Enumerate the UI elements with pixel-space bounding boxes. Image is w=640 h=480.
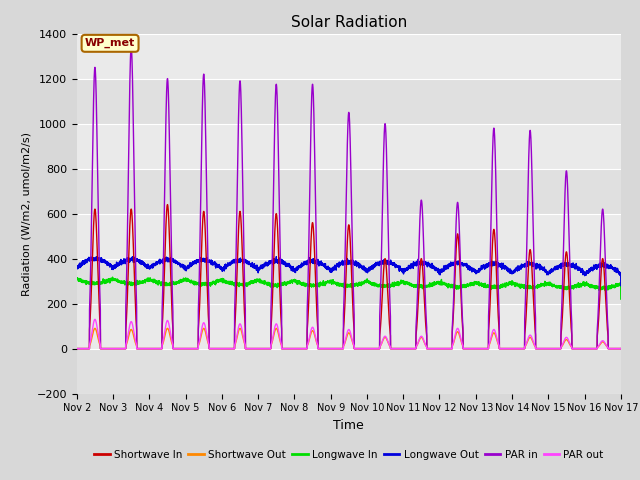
PAR in (441, 346, 449, 351)
Bar (77, 168, 621, 214)
Bar (77, 34, 621, 79)
Shortwave Out (91, 325, 99, 331)
Shortwave In (616, 346, 624, 351)
Longwave In (73, 276, 81, 281)
X-axis label: Time: Time (333, 419, 364, 432)
Y-axis label: Radiation (W/m2, umol/m2/s): Radiation (W/m2, umol/m2/s) (21, 132, 31, 296)
PAR in (617, 346, 625, 351)
PAR in (73, 346, 81, 351)
Longwave In (441, 282, 449, 288)
PAR out (617, 346, 625, 351)
Shortwave In (164, 202, 172, 207)
PAR out (329, 346, 337, 351)
Longwave Out (171, 258, 179, 264)
Longwave Out (441, 264, 449, 270)
Shortwave In (441, 346, 449, 351)
Bar (77, 123, 621, 168)
PAR out (502, 346, 509, 351)
Line: Shortwave Out: Shortwave Out (77, 328, 621, 348)
Title: Solar Radiation: Solar Radiation (291, 15, 407, 30)
Longwave Out (471, 266, 479, 272)
Bar (77, 259, 621, 303)
Legend: Shortwave In, Shortwave Out, Longwave In, Longwave Out, PAR in, PAR out: Shortwave In, Shortwave Out, Longwave In… (90, 445, 608, 464)
Shortwave Out (471, 346, 479, 351)
Shortwave Out (616, 346, 624, 351)
Line: Shortwave In: Shortwave In (77, 204, 621, 348)
PAR out (441, 346, 449, 351)
PAR out (616, 346, 624, 351)
Longwave In (617, 296, 625, 302)
Shortwave Out (171, 346, 179, 351)
PAR in (616, 346, 624, 351)
PAR in (471, 346, 479, 351)
Longwave In (502, 282, 509, 288)
PAR out (73, 346, 81, 351)
PAR out (171, 346, 179, 351)
Longwave Out (617, 283, 625, 288)
Shortwave In (73, 346, 81, 351)
Longwave In (109, 274, 116, 280)
PAR out (471, 346, 479, 351)
PAR in (171, 346, 179, 351)
PAR in (127, 44, 135, 50)
Longwave In (329, 278, 337, 284)
Longwave Out (329, 266, 337, 272)
Shortwave In (471, 346, 479, 351)
Shortwave Out (502, 346, 509, 351)
Longwave In (471, 279, 479, 285)
Line: Longwave In: Longwave In (77, 277, 621, 299)
Bar (77, 79, 621, 123)
Bar (77, 348, 621, 394)
Shortwave In (617, 346, 625, 351)
Longwave Out (73, 263, 81, 269)
Bar (77, 214, 621, 259)
Shortwave Out (73, 346, 81, 351)
Shortwave In (502, 346, 509, 351)
Longwave Out (273, 254, 280, 260)
Line: PAR out: PAR out (77, 319, 621, 348)
Longwave Out (616, 271, 624, 276)
Line: PAR in: PAR in (77, 47, 621, 348)
PAR in (502, 346, 509, 351)
Longwave Out (502, 263, 509, 269)
Longwave In (171, 280, 179, 286)
Bar (77, 303, 621, 348)
PAR in (329, 346, 337, 351)
Shortwave Out (617, 346, 625, 351)
PAR out (91, 316, 99, 322)
Shortwave Out (441, 346, 449, 351)
Text: WP_met: WP_met (85, 38, 135, 48)
Shortwave In (329, 346, 337, 351)
Shortwave Out (329, 346, 337, 351)
Shortwave In (171, 346, 179, 351)
Line: Longwave Out: Longwave Out (77, 257, 621, 286)
Longwave In (616, 281, 624, 287)
